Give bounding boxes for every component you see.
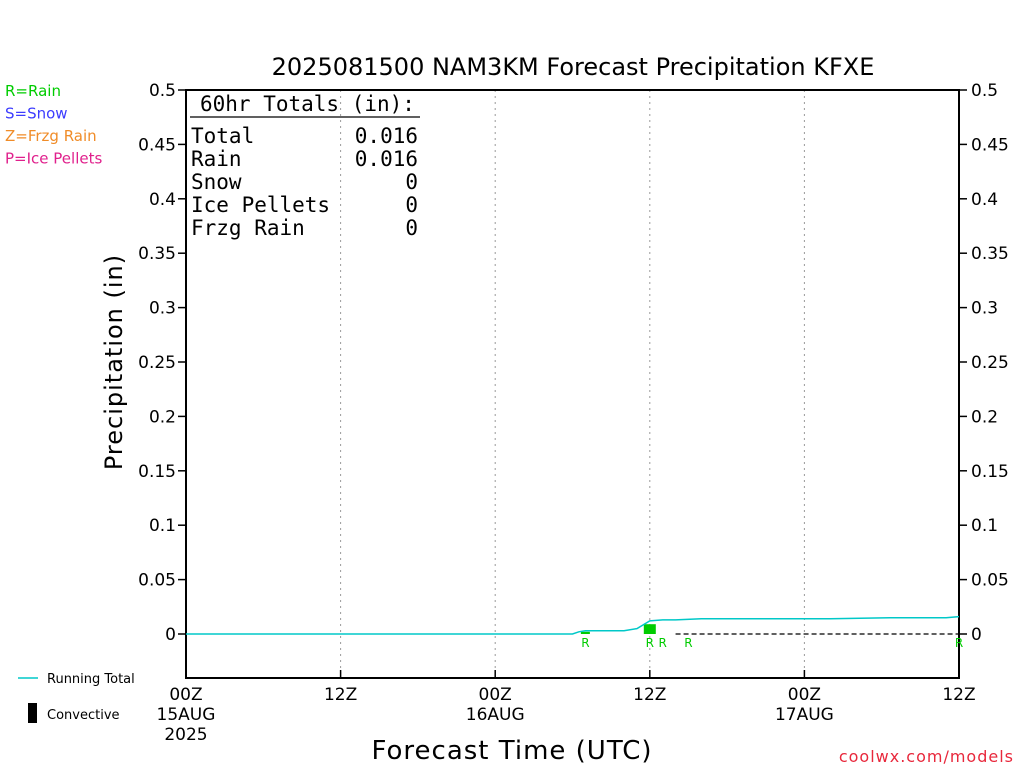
totals-row-value: 0.016 [355,124,418,148]
precip-type-marker: R [684,636,692,650]
y-tick-label-left: 0.4 [149,190,176,210]
totals-row-label: Rain [191,147,242,171]
credit-text: coolwx.com/models [839,747,1014,766]
ptype-legend-item: R=Rain [5,82,61,100]
y-tick-label-left: 0.35 [138,244,176,264]
precip-type-marker: R [659,636,667,650]
totals-row-value: 0.016 [355,147,418,171]
totals-row-value: 0 [405,170,418,194]
x-tick-year-label: 2025 [164,725,207,745]
y-tick-label-left: 0.2 [149,407,176,427]
precip-type-marker: R [955,636,963,650]
x-tick-label: 00Z [788,685,821,705]
totals-row-value: 0 [405,216,418,240]
y-tick-label-left: 0.3 [149,299,176,319]
precip-type-marker: R [646,636,654,650]
y-tick-label-right: 0.15 [971,462,1009,482]
x-tick-date-label: 17AUG [775,705,834,725]
totals-row-value: 0 [405,193,418,217]
ptype-legend-item: Z=Frzg Rain [5,127,97,145]
hourly-precip-bar [643,624,656,634]
x-tick-date-label: 16AUG [466,705,525,725]
precip-type-marker: R [581,636,589,650]
y-tick-label-right: 0.3 [971,299,998,319]
totals-row-label: Ice Pellets [191,193,330,217]
y-tick-label-left: 0 [165,625,176,645]
y-tick-label-right: 0.1 [971,516,998,536]
y-tick-label-right: 0.25 [971,353,1009,373]
ptype-legend-item: S=Snow [5,105,68,123]
x-tick-label: 12Z [942,685,975,705]
y-tick-label-right: 0.5 [971,81,998,101]
y-tick-label-right: 0.4 [971,190,998,210]
y-tick-label-left: 0.45 [138,135,176,155]
y-tick-label-left: 0.05 [138,571,176,591]
x-tick-label: 00Z [169,685,202,705]
plot-frame [185,89,960,679]
x-tick-label: 12Z [633,685,666,705]
y-tick-label-left: 0.25 [138,353,176,373]
y-tick-label-right: 0 [971,625,982,645]
y-tick-label-left: 0.5 [149,81,176,101]
running-total-line [186,615,960,635]
totals-row-label: Snow [191,170,242,194]
y-tick-label-left: 0.1 [149,516,176,536]
y-tick-label-left: 0.15 [138,462,176,482]
chart-title: 2025081500 NAM3KM Forecast Precipitation… [272,53,875,81]
x-tick-label: 00Z [479,685,512,705]
totals-heading: 60hr Totals (in): [200,92,415,116]
y-tick-label-right: 0.35 [971,244,1009,264]
y-axis-label: Precipitation (in) [100,254,128,470]
totals-row-label: Total [191,124,254,148]
x-tick-label: 12Z [324,685,357,705]
x-tick-date-label: 15AUG [157,705,216,725]
legend-bar-swatch [28,703,37,723]
totals-row-label: Frzg Rain [191,216,305,240]
x-axis-label: Forecast Time (UTC) [371,736,652,766]
y-tick-label-right: 0.05 [971,571,1009,591]
series-legend-label: Convective [47,708,120,723]
y-tick-label-right: 0.45 [971,135,1009,155]
ptype-legend-item: P=Ice Pellets [5,150,102,168]
hourly-precip-bar [580,631,590,634]
series-legend-label: Running Total [47,672,135,687]
y-tick-label-right: 0.2 [971,407,998,427]
